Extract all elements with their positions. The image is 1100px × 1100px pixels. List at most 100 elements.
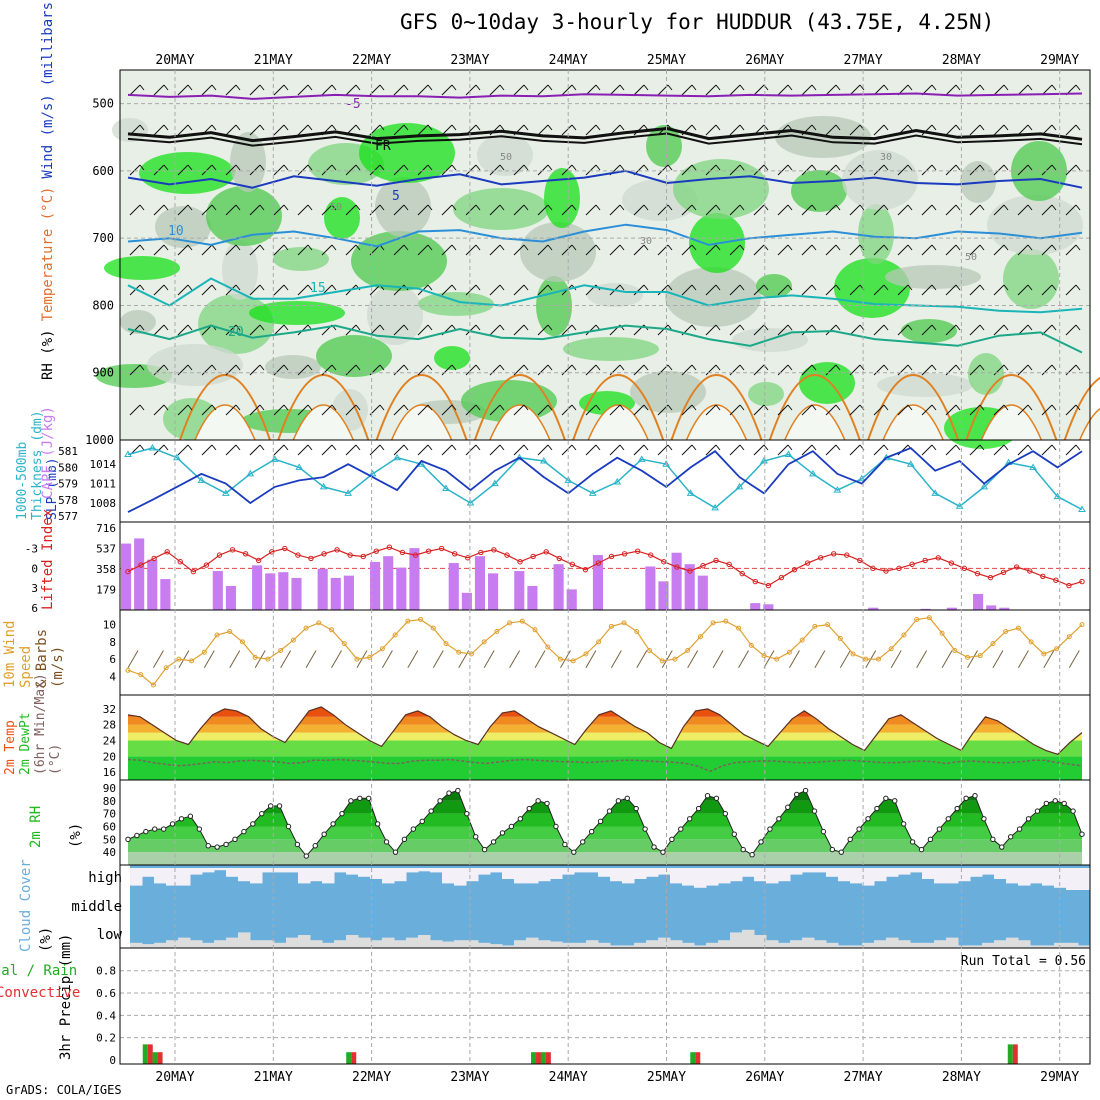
isotherm-label: 10 [168,224,184,239]
cloud-low-bar [1066,942,1079,948]
wind-barb-flag [139,84,145,91]
wind-barb [129,204,141,216]
wind-barb [177,364,189,376]
cloud-high-clear [730,868,743,882]
wind-barb [993,164,1005,176]
cloud-low-bar [682,942,695,948]
cape-bar [265,573,276,610]
wind-barb [1041,204,1053,216]
wind-barb [777,404,789,416]
wind-barb-flag [283,124,289,131]
wind-barb [229,650,241,669]
wind-barb [273,444,285,456]
wind-barb [993,404,1005,416]
lifted-index-point [765,582,772,589]
lifted-index-point [857,557,863,564]
wind-barb [297,244,309,256]
wind-barb [465,324,477,336]
wind-barb [1017,284,1029,296]
wind-barb-flag [523,324,529,331]
cloud-low-bar [502,945,515,948]
cloud-low-bar [670,940,683,948]
wind-barb [297,124,309,136]
lifted-index-point [948,560,955,566]
cloud-high-clear [370,868,383,879]
cape-bar [278,572,289,610]
wind-barb [729,164,741,176]
wind-speed-point [1079,622,1085,628]
lifted-index-point [255,557,262,564]
cape-bar [147,559,158,610]
wind-barb [513,244,525,256]
ylabel-part: SLP (mb) [45,457,60,520]
cloud-ylabel: Cloud Cover (%) [18,859,54,952]
wind-barb-flag [811,204,817,211]
wind-barb [537,404,549,416]
wind-barb-flag [763,124,769,131]
ylabel-part: (6hr Min/Max) [33,673,48,775]
rh-point [963,795,969,801]
ylabel-part: 1000-500mb [15,442,30,520]
rh-tick-label: 70 [103,808,116,821]
wind-speed-point [1028,639,1034,645]
cloud-low-bar [490,944,503,948]
wind-barb [873,284,885,296]
cape-tick-label: 716 [96,522,116,535]
wind-barb-flag [691,444,697,451]
wind-barb [825,444,837,456]
rh-shade-blob [249,301,345,325]
wind-barb-flag [379,124,385,131]
lifted-index-point [739,570,745,577]
wind-speed-point [189,658,195,664]
wind-barb [297,444,309,456]
cloud-level-label: middle [71,899,122,915]
wind-barb [1017,404,1029,416]
cloud-high-clear [466,868,479,882]
wind-barb [489,164,501,176]
wind-barb-flag [811,164,817,171]
thickness-point [613,478,622,485]
cape-bar [121,543,132,610]
wind-barb-flag [1051,84,1057,91]
isotherm-label: 50 [500,152,512,163]
rh-point [392,849,399,855]
rh-band [128,826,1082,840]
wind-barb-flag [595,364,601,371]
wind-barb-flag [523,84,529,91]
wind-barb [945,284,957,296]
wind-barb-flag [283,284,289,291]
wind-barb [777,444,789,456]
rh-point [544,800,550,807]
wind-barb-flag [1027,404,1033,411]
rh-shade-blob [858,204,894,264]
cloud-high-clear [970,868,983,877]
panel-border [119,947,1091,1065]
wind-barb [441,444,453,456]
wind-barb [890,650,902,669]
wind-barb-flag [787,164,793,171]
wind-barb [153,84,165,96]
lifted-index-point [412,552,419,558]
wind-barb [483,650,495,669]
rh-point [811,808,818,814]
wind-speed-point [316,620,322,626]
cloud-low-bar [766,940,779,948]
wind-barb-flag [883,404,889,411]
rh-point [642,826,648,832]
rh-shade-blob [351,231,447,291]
thickness-point [809,469,817,477]
rh-point [553,823,559,830]
slp-tick-label: 1011 [90,478,117,491]
rh-point [785,804,791,810]
date-label-top: 23MAY [450,53,489,68]
pressure-tick-label: 1000 [85,433,114,447]
wind-barb-flag [1003,164,1009,171]
wind-barb [729,284,741,296]
wind-barb [297,164,309,176]
wind-barb [585,404,597,416]
wind-barb-flag [139,364,145,371]
wind-barb-flag [1075,284,1081,291]
lifted-index-point [386,544,393,550]
isotherm-label: 30 [640,236,652,247]
wind-barb-flag [475,324,481,331]
